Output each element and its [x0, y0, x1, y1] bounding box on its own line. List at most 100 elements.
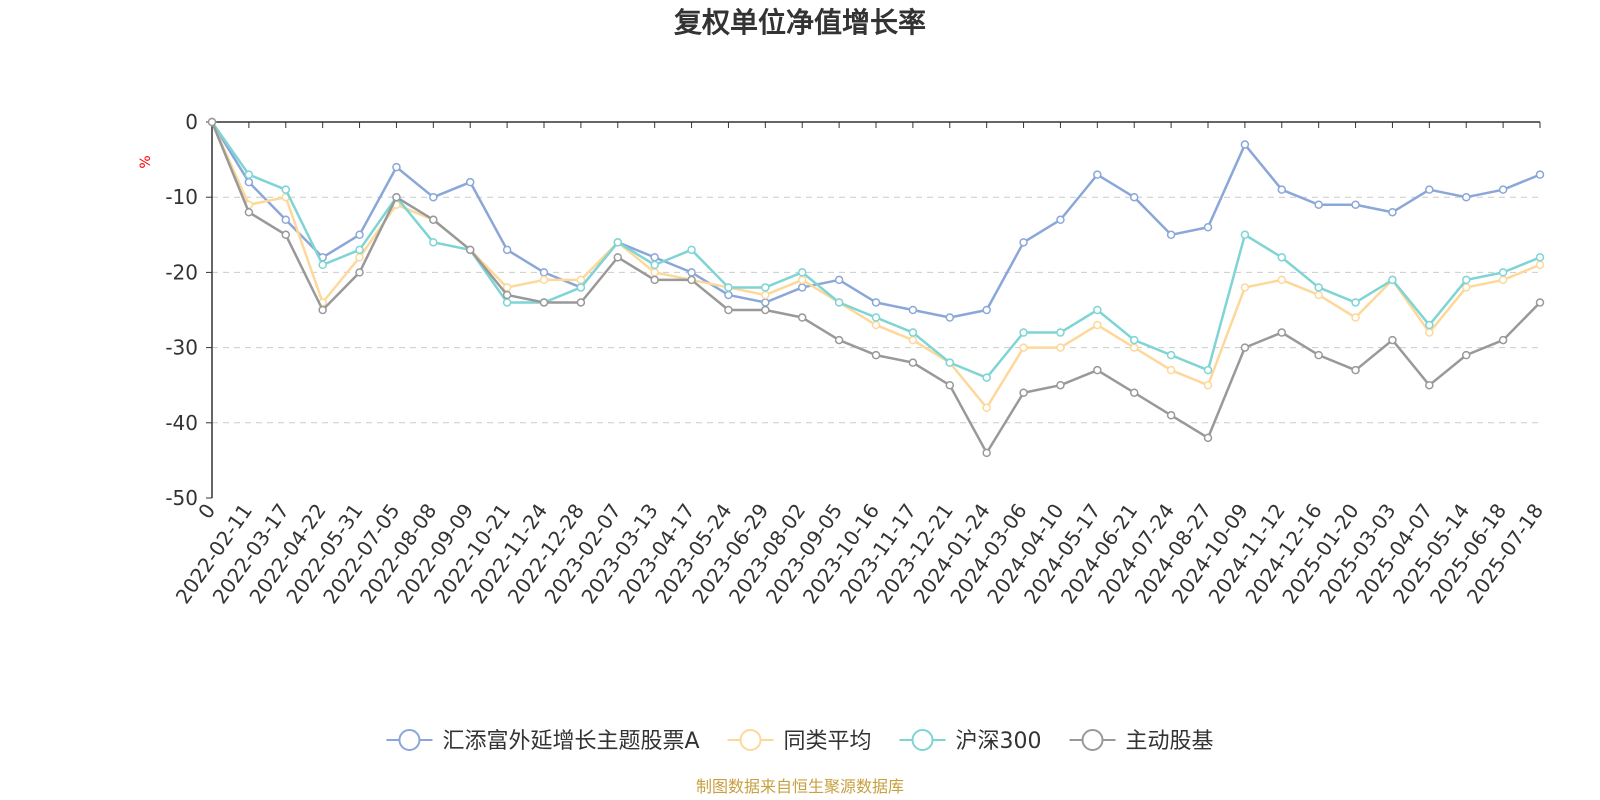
- data-point: [1461, 350, 1471, 360]
- data-point: [871, 313, 881, 322]
- data-point: [687, 268, 696, 277]
- data-point: [982, 305, 991, 315]
- data-point: [1166, 230, 1176, 240]
- legend-item[interactable]: 汇添富外延增长主题股票A: [386, 729, 700, 754]
- data-point: [1535, 260, 1545, 270]
- data-point: [871, 298, 881, 307]
- data-point: [244, 170, 254, 179]
- data-point: [1166, 350, 1176, 360]
- data-point: [1425, 185, 1434, 194]
- data-point: [318, 305, 327, 315]
- series-group: [207, 117, 1545, 413]
- data-point: [724, 283, 733, 292]
- data-point: [1314, 200, 1323, 209]
- data-point: [1277, 328, 1287, 337]
- data-point: [908, 328, 918, 337]
- data-point: [982, 373, 991, 382]
- data-point: [761, 305, 770, 315]
- legend-item[interactable]: 沪深300: [899, 729, 1042, 754]
- data-point: [724, 290, 733, 300]
- data-point: [1093, 170, 1102, 179]
- data-point: [1535, 253, 1545, 262]
- series-line: [210, 121, 1541, 455]
- data-point: [1498, 185, 1508, 194]
- data-point: [797, 283, 807, 292]
- legend-marker-icon: [1081, 729, 1104, 751]
- y-tick-labels: 0 -10 -20 -30 -40 -50: [165, 110, 198, 510]
- data-point: [1166, 365, 1176, 375]
- data-point: [1351, 365, 1360, 375]
- data-point: [429, 192, 438, 202]
- data-point: [834, 298, 844, 307]
- data-point: [945, 313, 955, 322]
- data-point: [908, 335, 918, 345]
- data-point: [687, 245, 696, 255]
- data-point: [1461, 283, 1471, 292]
- series-group: [207, 117, 1545, 458]
- data-point: [982, 448, 991, 458]
- data-point: [1351, 298, 1360, 307]
- data-point: [1056, 215, 1065, 225]
- data-point: [1203, 380, 1213, 390]
- data-point: [429, 238, 438, 247]
- data-point: [392, 192, 401, 202]
- data-point: [982, 403, 991, 413]
- data-point: [1019, 343, 1028, 352]
- data-point: [502, 290, 512, 300]
- data-point: [834, 275, 844, 285]
- y-tick-label: 0: [185, 110, 198, 134]
- data-point: [1129, 192, 1139, 202]
- y-tick-label: -40: [165, 411, 198, 435]
- legend-item[interactable]: 主动股基: [1069, 729, 1214, 754]
- data-point: [539, 275, 549, 285]
- legend-label: 沪深300: [956, 729, 1042, 754]
- data-point: [1129, 343, 1139, 352]
- data-point: [429, 215, 438, 225]
- y-tick-label: -30: [165, 336, 198, 360]
- data-point: [576, 283, 586, 292]
- data-point: [1461, 275, 1471, 285]
- data-point: [1314, 290, 1323, 300]
- data-point: [1203, 433, 1213, 443]
- data-point: [281, 230, 291, 240]
- legend-label: 同类平均: [784, 729, 872, 754]
- data-point: [1425, 320, 1434, 330]
- x-tick-label: 0: [193, 499, 220, 523]
- data-point: [502, 298, 512, 307]
- data-point: [797, 275, 807, 285]
- data-point: [1019, 328, 1028, 337]
- data-point: [355, 268, 364, 277]
- data-point: [1535, 298, 1545, 307]
- data-point: [613, 238, 623, 247]
- data-point: [1351, 200, 1360, 209]
- legend-label: 汇添富外延增长主题股票A: [442, 729, 699, 754]
- data-point: [1351, 313, 1360, 322]
- data-point: [1093, 320, 1102, 330]
- data-point: [576, 298, 586, 307]
- data-point: [1019, 238, 1028, 247]
- data-point: [1314, 350, 1323, 360]
- y-tick-label: -20: [165, 260, 198, 284]
- series-line: [210, 121, 1541, 379]
- legend-item[interactable]: 同类平均: [727, 729, 872, 754]
- series-group: [207, 117, 1545, 382]
- data-point: [761, 283, 770, 292]
- data-point: [761, 290, 770, 300]
- data-point: [465, 245, 475, 255]
- data-point: [318, 260, 327, 270]
- data-point: [613, 253, 623, 262]
- data-point: [1240, 343, 1250, 352]
- data-point: [1240, 140, 1250, 149]
- data-point: [1425, 380, 1434, 390]
- y-axis-unit: %: [138, 155, 154, 168]
- data-point: [1056, 328, 1065, 337]
- data-point: [687, 275, 696, 285]
- data-point: [576, 275, 586, 285]
- data-point: [1277, 253, 1287, 262]
- series-line: [210, 121, 1541, 319]
- data-point: [1277, 185, 1287, 194]
- legend[interactable]: 汇添富外延增长主题股票A 同类平均 沪深300 主动股基: [386, 729, 1214, 754]
- data-point: [1388, 275, 1397, 285]
- legend-marker-icon: [911, 729, 934, 751]
- data-point: [1314, 283, 1323, 292]
